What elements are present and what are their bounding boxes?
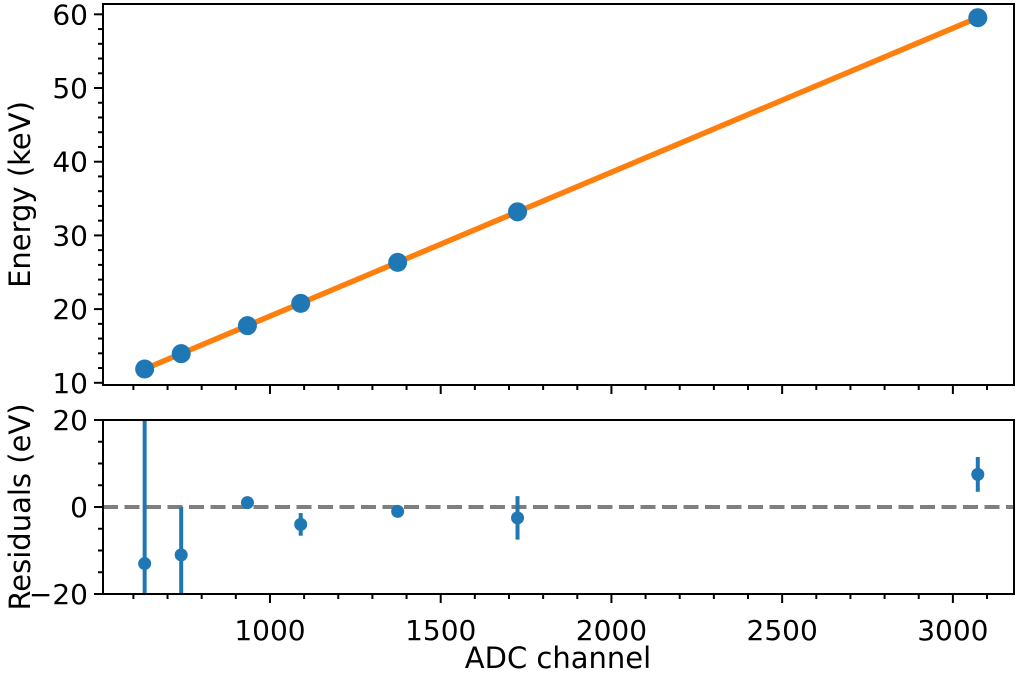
data-points <box>138 467 985 571</box>
y-tick-label: −20 <box>29 578 88 611</box>
data-point <box>240 496 254 510</box>
y-tick-label: 20 <box>52 293 88 326</box>
data-points <box>135 8 988 379</box>
plot-panels: 10 20 30 40 50 60 1000 1500 2000 2500 3000 −20 0 20 <box>29 0 1015 647</box>
bottom-panel: 1000 1500 2000 2500 3000 −20 0 20 <box>29 404 1015 647</box>
data-point <box>511 511 525 525</box>
x-axis-label: ADC channel <box>465 641 651 673</box>
data-point <box>291 293 311 313</box>
data-point <box>388 252 408 272</box>
data-point <box>294 517 308 531</box>
y-tick-label: 30 <box>52 219 88 252</box>
data-point <box>138 557 152 571</box>
x-tick-label: 1500 <box>405 614 476 647</box>
y-tick-label: 50 <box>52 72 88 105</box>
top-panel: 10 20 30 40 50 60 <box>52 0 1015 400</box>
y-axis-label-energy: Energy (keV) <box>3 101 37 288</box>
data-point <box>237 316 257 336</box>
x-tick-label: 2000 <box>576 614 647 647</box>
x-tick-label: 2500 <box>747 614 818 647</box>
data-point <box>971 467 985 481</box>
x-tick-label: 3000 <box>917 614 988 647</box>
data-point <box>391 504 405 518</box>
fit-line <box>143 15 979 372</box>
y-tick-label: 40 <box>52 146 88 179</box>
data-point <box>135 359 155 379</box>
plot-frame <box>102 3 1015 386</box>
data-point <box>968 8 988 28</box>
data-point <box>508 202 528 222</box>
y-tick-label: 0 <box>70 491 88 524</box>
y-tick-label: 60 <box>52 0 88 31</box>
y-tick-label: 20 <box>52 404 88 437</box>
x-tick-label: 1000 <box>234 614 305 647</box>
y-axis-label-residuals: Residuals (eV) <box>3 403 37 610</box>
data-point <box>174 548 188 562</box>
y-tick-label: 10 <box>52 367 88 400</box>
data-point <box>171 344 191 364</box>
